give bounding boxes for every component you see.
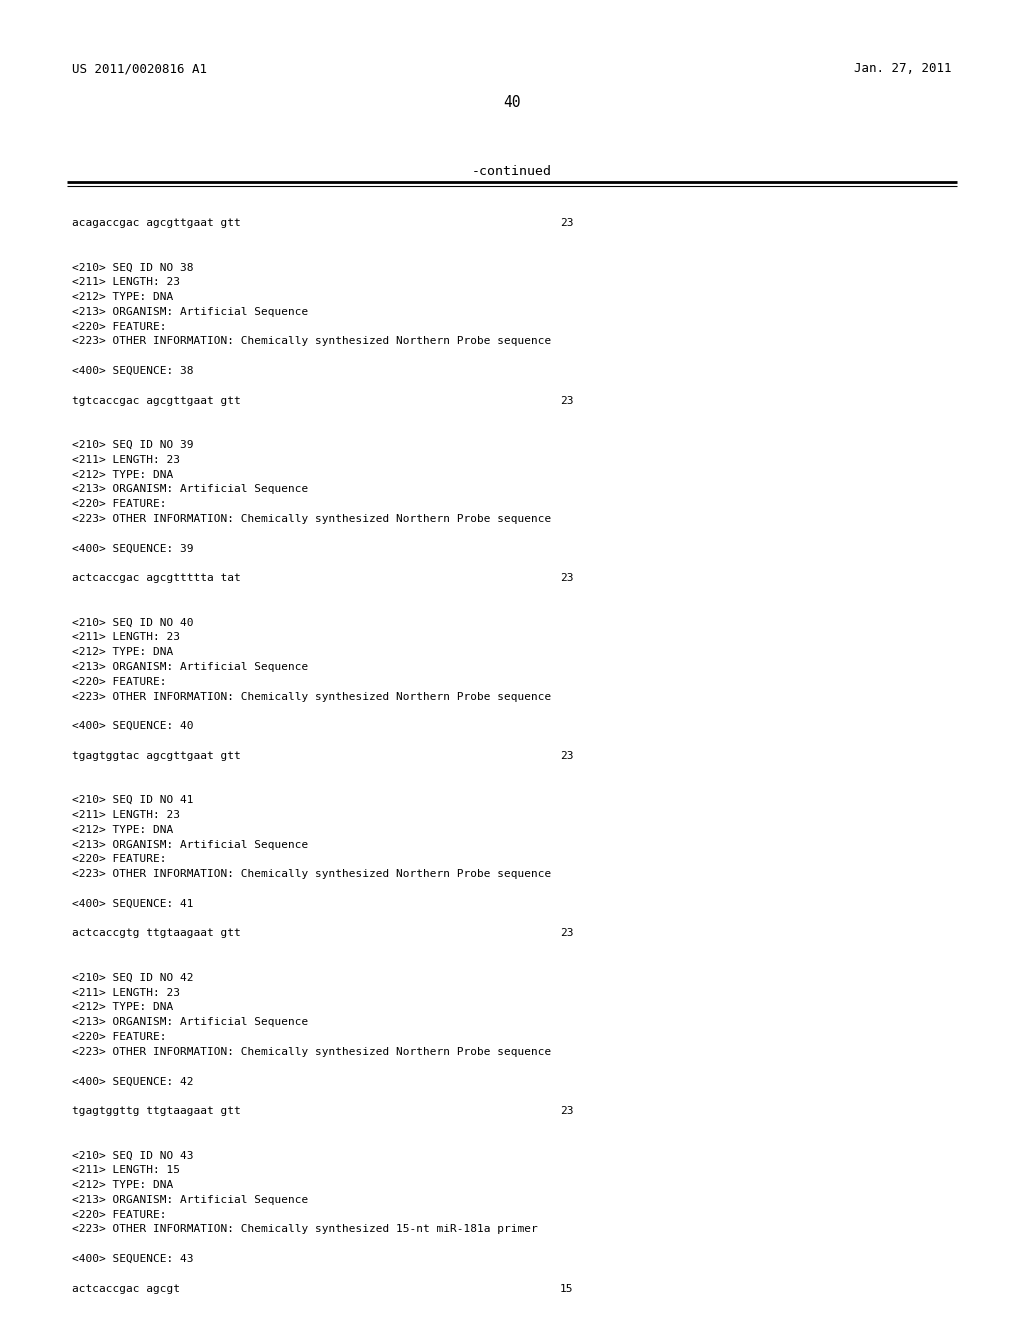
Text: <400> SEQUENCE: 39: <400> SEQUENCE: 39 <box>72 544 194 553</box>
Text: <213> ORGANISM: Artificial Sequence: <213> ORGANISM: Artificial Sequence <box>72 840 308 850</box>
Text: <223> OTHER INFORMATION: Chemically synthesized 15-nt miR-181a primer: <223> OTHER INFORMATION: Chemically synt… <box>72 1225 538 1234</box>
Text: <211> LENGTH: 23: <211> LENGTH: 23 <box>72 455 180 465</box>
Text: <210> SEQ ID NO 43: <210> SEQ ID NO 43 <box>72 1151 194 1160</box>
Text: 40: 40 <box>503 95 521 110</box>
Text: tgtcaccgac agcgttgaat gtt: tgtcaccgac agcgttgaat gtt <box>72 396 241 405</box>
Text: <223> OTHER INFORMATION: Chemically synthesized Northern Probe sequence: <223> OTHER INFORMATION: Chemically synt… <box>72 337 551 346</box>
Text: <210> SEQ ID NO 40: <210> SEQ ID NO 40 <box>72 618 194 627</box>
Text: 23: 23 <box>560 573 573 583</box>
Text: <223> OTHER INFORMATION: Chemically synthesized Northern Probe sequence: <223> OTHER INFORMATION: Chemically synt… <box>72 1047 551 1057</box>
Text: <223> OTHER INFORMATION: Chemically synthesized Northern Probe sequence: <223> OTHER INFORMATION: Chemically synt… <box>72 513 551 524</box>
Text: US 2011/0020816 A1: US 2011/0020816 A1 <box>72 62 207 75</box>
Text: <211> LENGTH: 15: <211> LENGTH: 15 <box>72 1166 180 1175</box>
Text: <211> LENGTH: 23: <211> LENGTH: 23 <box>72 987 180 998</box>
Text: <213> ORGANISM: Artificial Sequence: <213> ORGANISM: Artificial Sequence <box>72 306 308 317</box>
Text: Jan. 27, 2011: Jan. 27, 2011 <box>854 62 952 75</box>
Text: <210> SEQ ID NO 41: <210> SEQ ID NO 41 <box>72 795 194 805</box>
Text: 23: 23 <box>560 1106 573 1115</box>
Text: <220> FEATURE:: <220> FEATURE: <box>72 322 167 331</box>
Text: <400> SEQUENCE: 38: <400> SEQUENCE: 38 <box>72 366 194 376</box>
Text: <213> ORGANISM: Artificial Sequence: <213> ORGANISM: Artificial Sequence <box>72 1195 308 1205</box>
Text: <220> FEATURE:: <220> FEATURE: <box>72 499 167 510</box>
Text: <220> FEATURE:: <220> FEATURE: <box>72 1032 167 1041</box>
Text: actcaccgac agcgt: actcaccgac agcgt <box>72 1283 180 1294</box>
Text: <400> SEQUENCE: 40: <400> SEQUENCE: 40 <box>72 721 194 731</box>
Text: <223> OTHER INFORMATION: Chemically synthesized Northern Probe sequence: <223> OTHER INFORMATION: Chemically synt… <box>72 869 551 879</box>
Text: -continued: -continued <box>472 165 552 178</box>
Text: <220> FEATURE:: <220> FEATURE: <box>72 1209 167 1220</box>
Text: 23: 23 <box>560 218 573 228</box>
Text: <223> OTHER INFORMATION: Chemically synthesized Northern Probe sequence: <223> OTHER INFORMATION: Chemically synt… <box>72 692 551 702</box>
Text: <220> FEATURE:: <220> FEATURE: <box>72 854 167 865</box>
Text: <213> ORGANISM: Artificial Sequence: <213> ORGANISM: Artificial Sequence <box>72 1018 308 1027</box>
Text: <210> SEQ ID NO 38: <210> SEQ ID NO 38 <box>72 263 194 272</box>
Text: 23: 23 <box>560 751 573 760</box>
Text: actcaccgtg ttgtaagaat gtt: actcaccgtg ttgtaagaat gtt <box>72 928 241 939</box>
Text: <400> SEQUENCE: 41: <400> SEQUENCE: 41 <box>72 899 194 908</box>
Text: tgagtggtac agcgttgaat gtt: tgagtggtac agcgttgaat gtt <box>72 751 241 760</box>
Text: <213> ORGANISM: Artificial Sequence: <213> ORGANISM: Artificial Sequence <box>72 663 308 672</box>
Text: <212> TYPE: DNA: <212> TYPE: DNA <box>72 292 173 302</box>
Text: <210> SEQ ID NO 39: <210> SEQ ID NO 39 <box>72 440 194 450</box>
Text: <212> TYPE: DNA: <212> TYPE: DNA <box>72 1002 173 1012</box>
Text: <400> SEQUENCE: 42: <400> SEQUENCE: 42 <box>72 1076 194 1086</box>
Text: <211> LENGTH: 23: <211> LENGTH: 23 <box>72 632 180 643</box>
Text: <212> TYPE: DNA: <212> TYPE: DNA <box>72 470 173 479</box>
Text: <212> TYPE: DNA: <212> TYPE: DNA <box>72 1180 173 1191</box>
Text: <213> ORGANISM: Artificial Sequence: <213> ORGANISM: Artificial Sequence <box>72 484 308 495</box>
Text: 23: 23 <box>560 396 573 405</box>
Text: 15: 15 <box>560 1283 573 1294</box>
Text: <210> SEQ ID NO 42: <210> SEQ ID NO 42 <box>72 973 194 983</box>
Text: acagaccgac agcgttgaat gtt: acagaccgac agcgttgaat gtt <box>72 218 241 228</box>
Text: <211> LENGTH: 23: <211> LENGTH: 23 <box>72 277 180 288</box>
Text: <220> FEATURE:: <220> FEATURE: <box>72 677 167 686</box>
Text: <212> TYPE: DNA: <212> TYPE: DNA <box>72 647 173 657</box>
Text: <211> LENGTH: 23: <211> LENGTH: 23 <box>72 810 180 820</box>
Text: 23: 23 <box>560 928 573 939</box>
Text: actcaccgac agcgttttta tat: actcaccgac agcgttttta tat <box>72 573 241 583</box>
Text: <400> SEQUENCE: 43: <400> SEQUENCE: 43 <box>72 1254 194 1265</box>
Text: <212> TYPE: DNA: <212> TYPE: DNA <box>72 825 173 834</box>
Text: tgagtggttg ttgtaagaat gtt: tgagtggttg ttgtaagaat gtt <box>72 1106 241 1115</box>
